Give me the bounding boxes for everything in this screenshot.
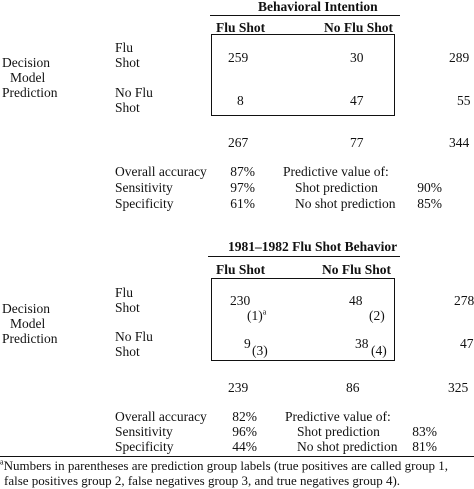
table1-cell-false-negative: 8 <box>237 93 244 108</box>
table2-specificity-label: Specificity <box>115 439 174 454</box>
table1-cell-box <box>211 34 395 116</box>
table2-group-2-label: (2) <box>369 308 385 323</box>
table2-noshot-prediction-label: No shot prediction <box>297 439 398 454</box>
table1-row-group-label-2: Model <box>10 70 46 85</box>
table1-row-total-noflu: 55 <box>457 93 471 108</box>
table1-col-flu-shot: Flu Shot <box>216 20 266 35</box>
table2-row-group-label-2: Model <box>10 316 46 331</box>
footnote-line-1: aNumbers in parentheses are prediction g… <box>0 457 448 473</box>
table2-col-total-flu: 239 <box>228 380 249 395</box>
table2-shot-prediction-value: 83% <box>412 424 437 439</box>
footnote-rule <box>0 456 474 457</box>
table1-overall-accuracy-label: Overall accuracy <box>115 164 207 179</box>
table1-row-total-flu: 289 <box>449 50 470 65</box>
table1-noshot-prediction-label: No shot prediction <box>295 196 396 211</box>
table1-shot-prediction-value: 90% <box>417 180 442 195</box>
table1-row-group-label-1: Decision <box>2 55 50 70</box>
table2-header-rule <box>208 256 400 257</box>
table1-row-noflu-label-2: Shot <box>115 100 140 115</box>
table2-group-3-label: (3) <box>252 343 268 358</box>
table2-row-group-label-3: Prediction <box>2 331 58 346</box>
table2-row-total-noflu: 47 <box>460 336 474 351</box>
table1-noshot-prediction-value: 85% <box>417 196 442 211</box>
table1-specificity-value: 61% <box>230 196 255 211</box>
table2-row-group-label-1: Decision <box>2 301 50 316</box>
table1-col-total-noflu: 77 <box>350 135 364 150</box>
table1-specificity-label: Specificity <box>115 196 174 211</box>
table1-shot-prediction-label: Shot prediction <box>295 180 378 195</box>
table1-header-rule <box>210 15 400 16</box>
table2-sensitivity-value: 96% <box>232 424 257 439</box>
table2-predictive-value-label: Predictive value of: <box>285 409 391 424</box>
table2-overall-accuracy-label: Overall accuracy <box>115 409 207 424</box>
table1-row-group-label-3: Prediction <box>2 85 58 100</box>
table2-footnote-mark: a <box>262 307 267 317</box>
table2-row-flu-label-1: Flu <box>115 285 134 300</box>
table2-row-flu-label-2: Shot <box>115 300 140 315</box>
table2-group-4-label: (4) <box>371 343 387 358</box>
table2-col-no-flu-shot: No Flu Shot <box>322 262 392 277</box>
table1-sensitivity-label: Sensitivity <box>115 180 173 195</box>
table1-overall-accuracy-value: 87% <box>230 164 255 179</box>
table2-row-total-flu: 278 <box>454 293 474 308</box>
table2-row-noflu-label-1: No Flu <box>115 329 153 344</box>
table2-cell-false-negative: 9 <box>244 336 251 351</box>
table1-sensitivity-value: 97% <box>230 180 255 195</box>
table1-cell-false-positive: 30 <box>350 50 364 65</box>
table2-cell-box <box>211 278 395 361</box>
table1-cell-true-positive: 259 <box>228 50 249 65</box>
table1-predictive-value-label: Predictive value of: <box>283 164 389 179</box>
table1-col-total-flu: 267 <box>228 135 249 150</box>
table2-overall-accuracy-value: 82% <box>232 409 257 424</box>
table1-row-noflu-label-1: No Flu <box>115 85 153 100</box>
table2-cell-false-positive: 48 <box>349 293 363 308</box>
footnote-mark: a <box>0 457 4 467</box>
table1-row-flu-label-1: Flu <box>115 40 134 55</box>
table1-title: Behavioral Intention <box>258 0 378 14</box>
table2-row-noflu-label-2: Shot <box>115 344 140 359</box>
table2-title: 1981–1982 Flu Shot Behavior <box>228 239 398 254</box>
table1-cell-true-negative: 47 <box>350 93 364 108</box>
table2-shot-prediction-label: Shot prediction <box>297 424 380 439</box>
table1-col-no-flu-shot: No Flu Shot <box>324 20 394 35</box>
table2-cell-true-negative: 38 <box>355 336 369 351</box>
table2-cell-true-positive: 230 <box>230 293 251 308</box>
table1-grand-total: 344 <box>449 135 470 150</box>
table1-row-flu-label-2: Shot <box>115 55 140 70</box>
footnote-line-2: false positives group 2, false negatives… <box>4 473 401 488</box>
table2-group-1-label: (1)a <box>247 307 267 323</box>
table2-grand-total: 325 <box>448 380 469 395</box>
table2-sensitivity-label: Sensitivity <box>115 424 173 439</box>
table2-col-flu-shot: Flu Shot <box>216 262 266 277</box>
table2-col-total-noflu: 86 <box>346 380 360 395</box>
table2-specificity-value: 44% <box>232 439 257 454</box>
table2-noshot-prediction-value: 81% <box>412 439 437 454</box>
